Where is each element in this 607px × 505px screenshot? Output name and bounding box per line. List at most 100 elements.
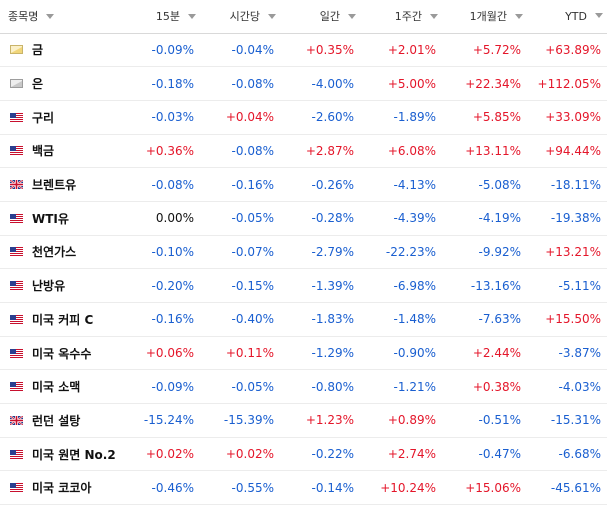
change-ytd-cell: +13.21% xyxy=(527,235,607,270)
us-flag-icon xyxy=(10,247,23,257)
change-weekly-cell: -1.89% xyxy=(360,100,442,135)
change-15min-cell: -15.24% xyxy=(120,403,200,438)
change-hourly-cell: -15.39% xyxy=(200,403,280,438)
column-header-weekly[interactable]: 1주간 xyxy=(360,0,442,34)
column-header-daily[interactable]: 일간 xyxy=(280,0,360,34)
instrument-name-link[interactable]: 금 xyxy=(32,43,44,58)
table-row[interactable]: 백금 +0.36% -0.08% +2.87% +6.08% +13.11% +… xyxy=(0,134,607,169)
instrument-name-cell: 구리 xyxy=(0,100,120,135)
change-daily-cell: -0.80% xyxy=(280,369,360,405)
change-daily-cell: -2.60% xyxy=(280,100,360,135)
column-header-name[interactable]: 종목명 xyxy=(0,0,120,34)
instrument-name-link[interactable]: 런던 설탕 xyxy=(32,413,81,428)
table-row[interactable]: 금 -0.09% -0.04% +0.35% +2.01% +5.72% +63… xyxy=(0,33,607,68)
table-row[interactable]: 브렌트유 -0.08% -0.16% -0.26% -4.13% -5.08% … xyxy=(0,167,607,202)
instrument-name-link[interactable]: 구리 xyxy=(32,110,55,125)
table-row[interactable]: 미국 원면 No.2 +0.02% +0.02% -0.22% +2.74% -… xyxy=(0,437,607,472)
change-ytd-cell: -3.87% xyxy=(527,336,607,371)
table-row[interactable]: 은 -0.18% -0.08% -4.00% +5.00% +22.34% +1… xyxy=(0,66,607,101)
instrument-name-cell: 백금 xyxy=(0,134,120,169)
change-hourly-cell: -0.04% xyxy=(200,33,280,68)
change-monthly-cell: +13.11% xyxy=(442,134,527,169)
instrument-name-link[interactable]: 백금 xyxy=(32,144,55,159)
instrument-name-cell: 은 xyxy=(0,66,120,101)
instrument-name-link[interactable]: 은 xyxy=(32,77,44,92)
table-row[interactable]: 런던 설탕 -15.24% -15.39% +1.23% +0.89% -0.5… xyxy=(0,403,607,438)
change-ytd-cell: +63.89% xyxy=(527,33,607,68)
instrument-name-link[interactable]: 브렌트유 xyxy=(32,178,77,193)
instrument-name-link[interactable]: 미국 커피 C xyxy=(32,312,94,327)
change-weekly-cell: -0.90% xyxy=(360,336,442,371)
sort-arrow-icon xyxy=(268,13,276,19)
change-weekly-cell: +5.00% xyxy=(360,66,442,101)
table-row[interactable]: 난방유 -0.20% -0.15% -1.39% -6.98% -13.16% … xyxy=(0,268,607,303)
column-header-ytd-label: YTD xyxy=(565,9,587,23)
table-row[interactable]: 구리 -0.03% +0.04% -2.60% -1.89% +5.85% +3… xyxy=(0,100,607,135)
instrument-name-cell: 미국 원면 No.2 xyxy=(0,437,120,472)
table-row[interactable]: WTI유 0.00% -0.05% -0.28% -4.39% -4.19% -… xyxy=(0,201,607,236)
column-header-daily-label: 일간 xyxy=(319,10,340,24)
instrument-name-link[interactable]: 천연가스 xyxy=(32,245,77,260)
column-header-hourly[interactable]: 시간당 xyxy=(200,0,280,34)
sort-arrow-icon xyxy=(595,13,603,19)
us-flag-icon xyxy=(10,449,23,459)
column-header-monthly[interactable]: 1개월간 xyxy=(442,0,527,34)
us-flag-icon xyxy=(10,281,23,291)
table-row[interactable]: 미국 옥수수 +0.06% +0.11% -1.29% -0.90% +2.44… xyxy=(0,336,607,371)
change-15min-cell: -0.46% xyxy=(120,470,200,505)
sort-arrow-icon xyxy=(46,13,55,19)
change-daily-cell: -0.22% xyxy=(280,437,360,472)
change-15min-cell: +0.02% xyxy=(120,437,200,472)
instrument-name-cell: 런던 설탕 xyxy=(0,403,120,438)
change-weekly-cell: +10.24% xyxy=(360,470,442,505)
change-monthly-cell: +22.34% xyxy=(442,66,527,101)
change-ytd-cell: -45.61% xyxy=(527,470,607,505)
instrument-name-link[interactable]: 난방유 xyxy=(32,279,66,294)
change-hourly-cell: -0.40% xyxy=(200,302,280,337)
instrument-name-cell: 브렌트유 xyxy=(0,167,120,202)
change-15min-cell: 0.00% xyxy=(120,201,200,236)
column-header-15min[interactable]: 15분 xyxy=(120,0,200,34)
change-weekly-cell: +6.08% xyxy=(360,134,442,169)
change-hourly-cell: +0.04% xyxy=(200,100,280,135)
instrument-name-link[interactable]: 미국 원면 No.2 xyxy=(32,447,116,462)
instrument-name-link[interactable]: 미국 옥수수 xyxy=(32,346,92,361)
change-daily-cell: +2.87% xyxy=(280,134,360,169)
change-hourly-cell: -0.08% xyxy=(200,134,280,169)
change-hourly-cell: -0.55% xyxy=(200,470,280,505)
change-daily-cell: -1.29% xyxy=(280,336,360,371)
instrument-name-cell: 미국 코코아 xyxy=(0,470,120,505)
change-15min-cell: -0.08% xyxy=(120,167,200,202)
table-row[interactable]: 천연가스 -0.10% -0.07% -2.79% -22.23% -9.92%… xyxy=(0,235,607,270)
column-header-name-label: 종목명 xyxy=(8,10,39,24)
column-header-weekly-label: 1주간 xyxy=(394,10,422,24)
column-header-ytd[interactable]: YTD xyxy=(527,0,607,34)
change-weekly-cell: -1.48% xyxy=(360,302,442,337)
change-weekly-cell: -4.13% xyxy=(360,167,442,202)
change-15min-cell: -0.16% xyxy=(120,302,200,337)
change-15min-cell: -0.10% xyxy=(120,235,200,270)
instrument-name-link[interactable]: 미국 소맥 xyxy=(32,380,81,395)
change-hourly-cell: -0.05% xyxy=(200,369,280,405)
change-ytd-cell: -18.11% xyxy=(527,167,607,202)
change-daily-cell: -0.28% xyxy=(280,201,360,236)
change-daily-cell: -2.79% xyxy=(280,235,360,270)
instrument-name-link[interactable]: WTI유 xyxy=(32,211,69,226)
change-ytd-cell: -5.11% xyxy=(527,268,607,303)
uk-flag-icon xyxy=(10,415,23,425)
change-15min-cell: +0.36% xyxy=(120,134,200,169)
table-row[interactable]: 미국 코코아 -0.46% -0.55% -0.14% +10.24% +15.… xyxy=(0,470,607,505)
table-row[interactable]: 미국 커피 C -0.16% -0.40% -1.83% -1.48% -7.6… xyxy=(0,302,607,337)
change-monthly-cell: -0.51% xyxy=(442,403,527,438)
table-row[interactable]: 미국 소맥 -0.09% -0.05% -0.80% -1.21% +0.38%… xyxy=(0,369,607,405)
change-monthly-cell: -7.63% xyxy=(442,302,527,337)
instrument-name-link[interactable]: 미국 코코아 xyxy=(32,481,92,496)
change-ytd-cell: -19.38% xyxy=(527,201,607,236)
change-weekly-cell: +0.89% xyxy=(360,403,442,438)
change-15min-cell: -0.09% xyxy=(120,369,200,405)
uk-flag-icon xyxy=(10,180,23,190)
change-ytd-cell: -15.31% xyxy=(527,403,607,438)
instrument-name-cell: WTI유 xyxy=(0,201,120,236)
change-monthly-cell: +2.44% xyxy=(442,336,527,371)
